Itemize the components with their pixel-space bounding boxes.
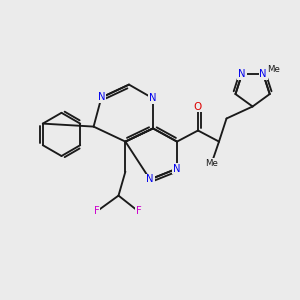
- Text: N: N: [149, 93, 157, 103]
- Text: F: F: [136, 206, 142, 217]
- Text: O: O: [194, 101, 202, 112]
- Text: F: F: [94, 206, 100, 217]
- Text: Me: Me: [205, 159, 218, 168]
- Text: N: N: [98, 92, 105, 103]
- Text: Me: Me: [267, 65, 280, 74]
- Text: N: N: [146, 174, 154, 184]
- Text: N: N: [173, 164, 181, 174]
- Text: N: N: [260, 69, 267, 79]
- Text: N: N: [238, 69, 246, 79]
